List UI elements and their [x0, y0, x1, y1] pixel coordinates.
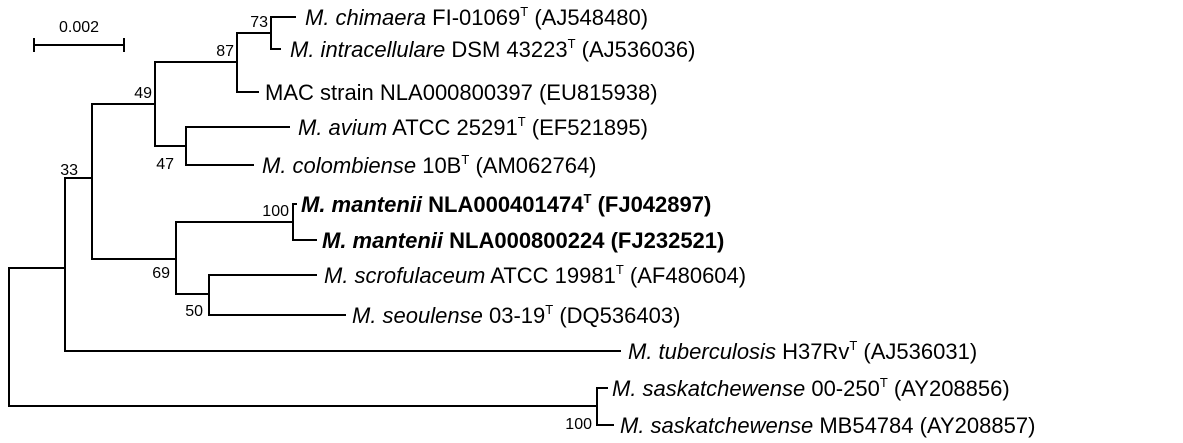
scale-bar: 0.002 [33, 19, 125, 52]
taxon-label-mantenii-800224: M. mantenii NLA000800224 (FJ232521) [322, 228, 724, 253]
bootstrap-87: 87 [216, 43, 234, 60]
taxon-label-chimaera: M. chimaera FI-01069T (AJ548480) [305, 4, 648, 30]
taxon-label-tuberculosis: M. tuberculosis H37RvT (AJ536031) [628, 338, 977, 364]
bootstrap-73: 73 [250, 14, 268, 31]
taxon-label-seoulense: M. seoulense 03-19T (DQ536403) [352, 302, 680, 328]
bootstrap-33: 33 [60, 162, 78, 179]
taxon-label-intracellulare: M. intracellulare DSM 43223T (AJ536036) [290, 36, 695, 62]
taxon-label-avium: M. avium ATCC 25291T (EF521895) [298, 114, 648, 140]
bootstrap-69: 69 [152, 265, 170, 282]
taxon-labels: M. chimaera FI-01069T (AJ548480) M. intr… [262, 4, 1035, 438]
bootstrap-47: 47 [156, 156, 174, 173]
bootstrap-50: 50 [185, 303, 203, 320]
taxon-label-saskatchewense-mb54784: M. saskatchewense MB54784 (AY208857) [620, 413, 1035, 438]
taxon-label-scrofulaceum: M. scrofulaceum ATCC 19981T (AF480604) [324, 262, 746, 288]
scale-bar-label: 0.002 [59, 19, 99, 36]
taxon-label-colombiense: M. colombiense 10BT (AM062764) [262, 152, 597, 178]
tree-branches [8, 16, 621, 426]
taxon-label-mac-strain: MAC strain NLA000800397 (EU815938) [265, 80, 658, 105]
bootstrap-100-mantenii: 100 [262, 203, 289, 220]
bootstrap-100-saskatchewense: 100 [565, 416, 592, 433]
taxon-label-mantenii-401474: M. mantenii NLA000401474T (FJ042897) [301, 191, 711, 217]
bootstrap-49: 49 [134, 85, 152, 102]
taxon-label-saskatchewense-00250: M. saskatchewense 00-250T (AY208856) [612, 375, 1010, 401]
bootstrap-values: 73 87 49 47 33 100 69 50 100 [60, 14, 592, 433]
